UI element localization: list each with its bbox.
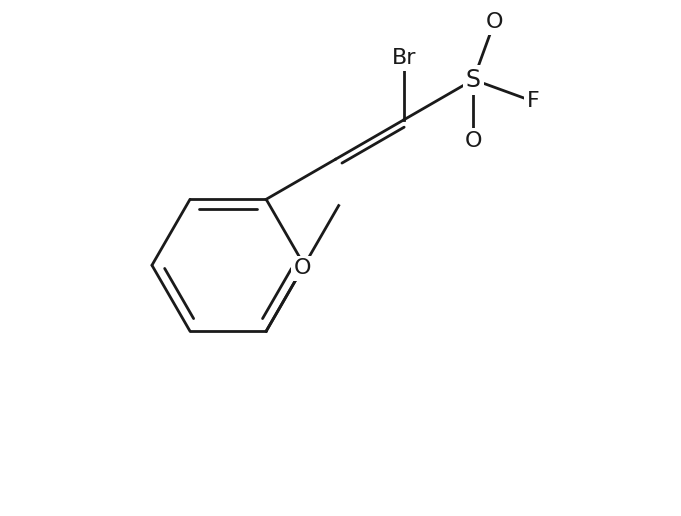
Text: Br: Br: [392, 48, 417, 68]
Text: O: O: [294, 259, 311, 279]
Text: F: F: [527, 91, 540, 111]
Text: O: O: [464, 131, 482, 151]
Text: O: O: [486, 12, 503, 31]
Text: S: S: [466, 68, 481, 92]
